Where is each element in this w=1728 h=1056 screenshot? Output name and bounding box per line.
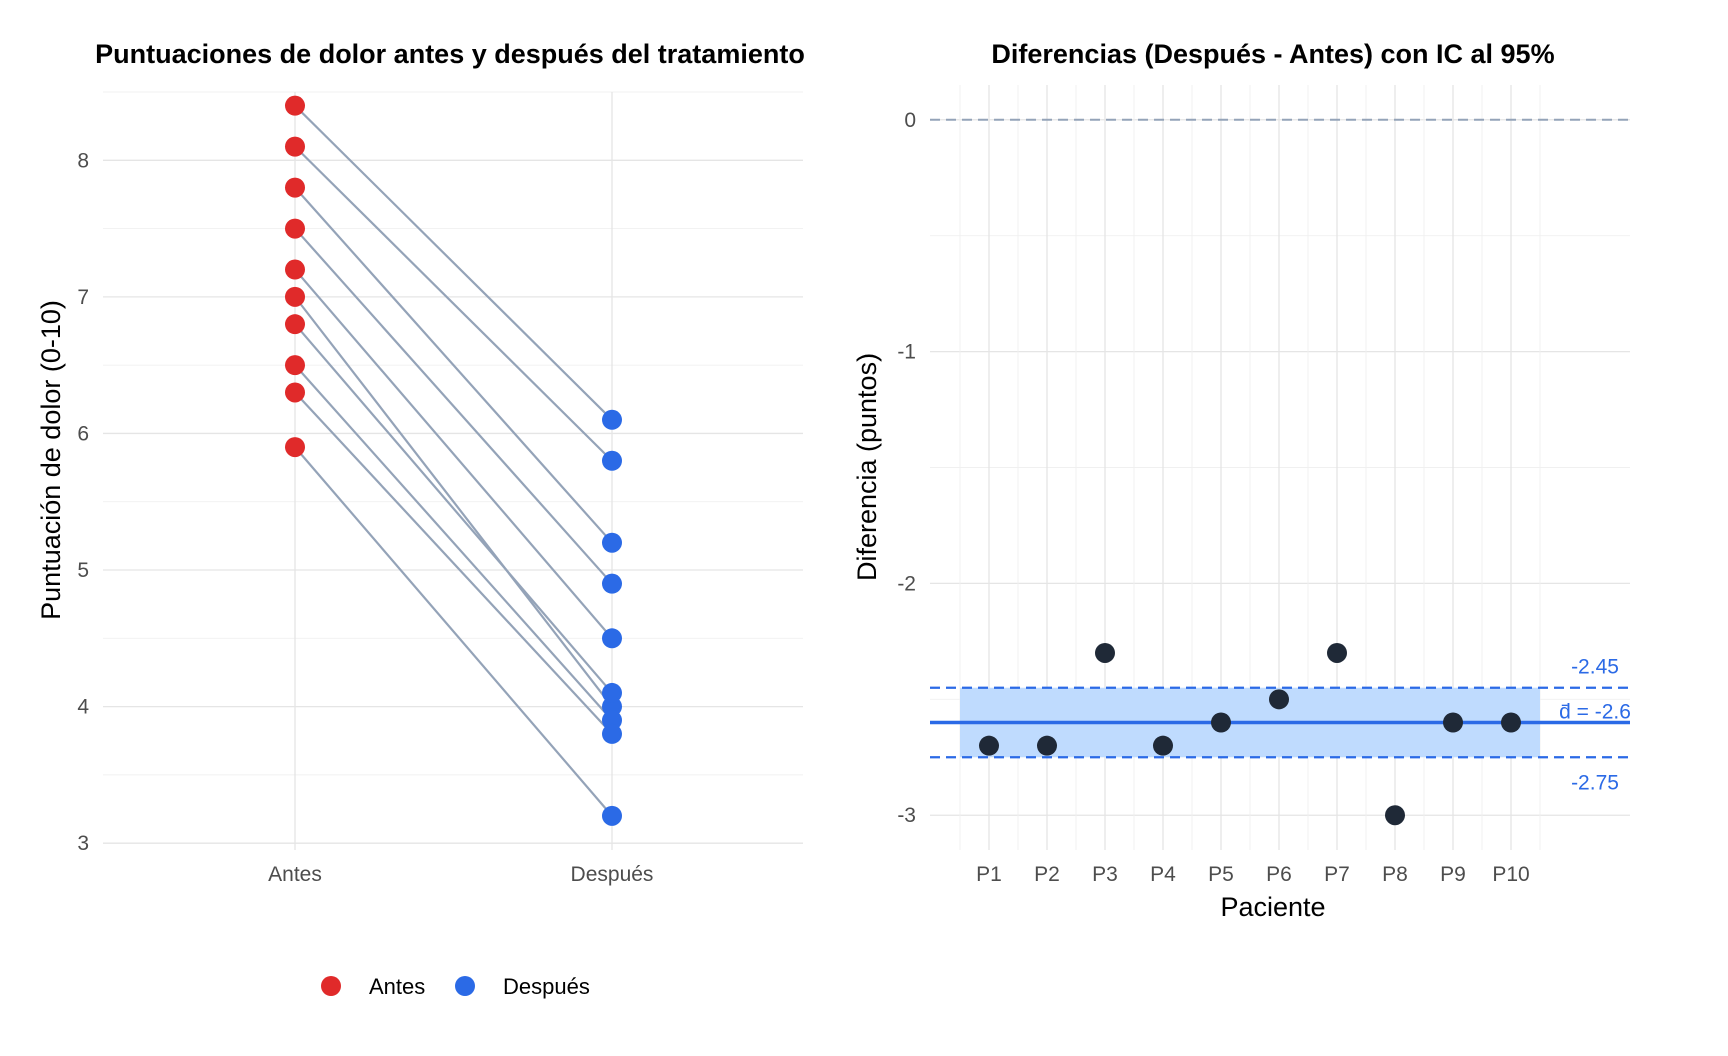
difference-point — [1501, 712, 1521, 733]
point-antes — [285, 95, 305, 116]
left-points — [285, 95, 622, 826]
point-antes — [285, 136, 305, 157]
y-tick-label: 4 — [77, 696, 89, 719]
y-tick-label: -2 — [897, 572, 916, 595]
point-antes — [285, 177, 305, 198]
right-y-tick-labels: 0 -1 -2 -3 — [897, 109, 916, 827]
legend-marker-antes — [321, 976, 341, 996]
pair-line — [294, 323, 613, 694]
point-antes — [285, 259, 305, 280]
y-tick-label: -3 — [897, 804, 916, 827]
right-y-axis-title: Diferencia (puntos) — [852, 353, 882, 581]
left-x-tick-labels: Antes Después — [268, 863, 653, 886]
pair-line — [294, 186, 613, 544]
x-tick-label: P6 — [1266, 863, 1292, 886]
left-gridlines — [103, 91, 803, 850]
y-tick-label: 7 — [77, 286, 89, 309]
mean-label: d̄ = -2.6 — [1559, 701, 1631, 724]
x-tick-label: P4 — [1150, 863, 1176, 886]
ci-lower-label: -2.75 — [1571, 771, 1619, 794]
difference-point — [1385, 805, 1405, 826]
difference-point — [1095, 642, 1115, 663]
pair-line — [294, 227, 613, 585]
y-tick-label: 5 — [77, 559, 89, 582]
point-despues — [602, 723, 622, 744]
difference-point — [1327, 642, 1347, 663]
legend-marker-despues — [455, 976, 475, 996]
pair-line — [294, 104, 613, 421]
point-despues — [602, 450, 622, 471]
x-tick-label: P5 — [1208, 863, 1234, 886]
point-antes — [285, 218, 305, 239]
point-antes — [285, 355, 305, 376]
point-despues — [602, 805, 622, 826]
x-tick-label: P2 — [1034, 863, 1060, 886]
x-tick-label: P3 — [1092, 863, 1118, 886]
y-tick-label: 3 — [77, 832, 89, 855]
point-antes — [285, 286, 305, 307]
right-gridlines — [930, 85, 1630, 850]
point-antes — [285, 437, 305, 458]
right-x-tick-labels: P1 P2 P3 P4 P5 P6 P7 P8 P9 P10 — [976, 863, 1530, 886]
difference-point — [1211, 712, 1231, 733]
left-y-axis-title: Puntuación de dolor (0-10) — [36, 300, 66, 620]
point-antes — [285, 382, 305, 403]
point-despues — [602, 628, 622, 649]
pair-line — [294, 145, 613, 462]
left-y-tick-labels: 3 4 5 6 7 8 — [77, 149, 89, 855]
legend: Antes Después — [321, 974, 590, 999]
left-chart-panel: 3 4 5 6 7 8 Antes Después Puntuaciones de dolo… — [36, 39, 805, 886]
y-tick-label: -1 — [897, 341, 916, 364]
legend-label-despues: Después — [503, 974, 590, 999]
point-despues — [602, 532, 622, 553]
x-tick-label: P10 — [1492, 863, 1529, 886]
pair-line — [294, 364, 613, 721]
ci-upper-label: -2.45 — [1571, 656, 1619, 679]
x-tick-label: P1 — [976, 863, 1002, 886]
y-tick-label: 6 — [77, 422, 89, 445]
pair-line — [294, 391, 613, 735]
legend-label-antes: Antes — [369, 974, 425, 999]
point-antes — [285, 314, 305, 335]
pair-line — [294, 446, 613, 817]
point-despues — [602, 409, 622, 430]
right-chart-panel: 0 -1 -2 -3 P1 P2 P3 P4 P5 P6 P7 P8 P9 P10 -2.45 d̄ =… — [852, 39, 1631, 922]
difference-point — [1153, 735, 1173, 756]
left-chart-title: Puntuaciones de dolor antes y después de… — [95, 39, 805, 69]
x-tick-label: Antes — [268, 863, 322, 886]
difference-point — [1037, 735, 1057, 756]
x-tick-label: P8 — [1382, 863, 1408, 886]
left-pair-lines — [294, 104, 613, 817]
right-points — [979, 642, 1521, 826]
point-despues — [602, 682, 622, 703]
difference-point — [979, 735, 999, 756]
difference-point — [1443, 712, 1463, 733]
right-chart-title: Diferencias (Después - Antes) con IC al … — [991, 39, 1554, 69]
x-tick-label: P9 — [1440, 863, 1466, 886]
x-tick-label: Después — [571, 863, 654, 886]
right-x-axis-title: Paciente — [1220, 892, 1325, 922]
x-tick-label: P7 — [1324, 863, 1350, 886]
pair-line — [294, 296, 613, 708]
pair-line — [294, 268, 613, 640]
difference-point — [1269, 689, 1289, 710]
y-tick-label: 0 — [904, 109, 916, 132]
y-tick-label: 8 — [77, 149, 89, 172]
point-despues — [602, 573, 622, 594]
